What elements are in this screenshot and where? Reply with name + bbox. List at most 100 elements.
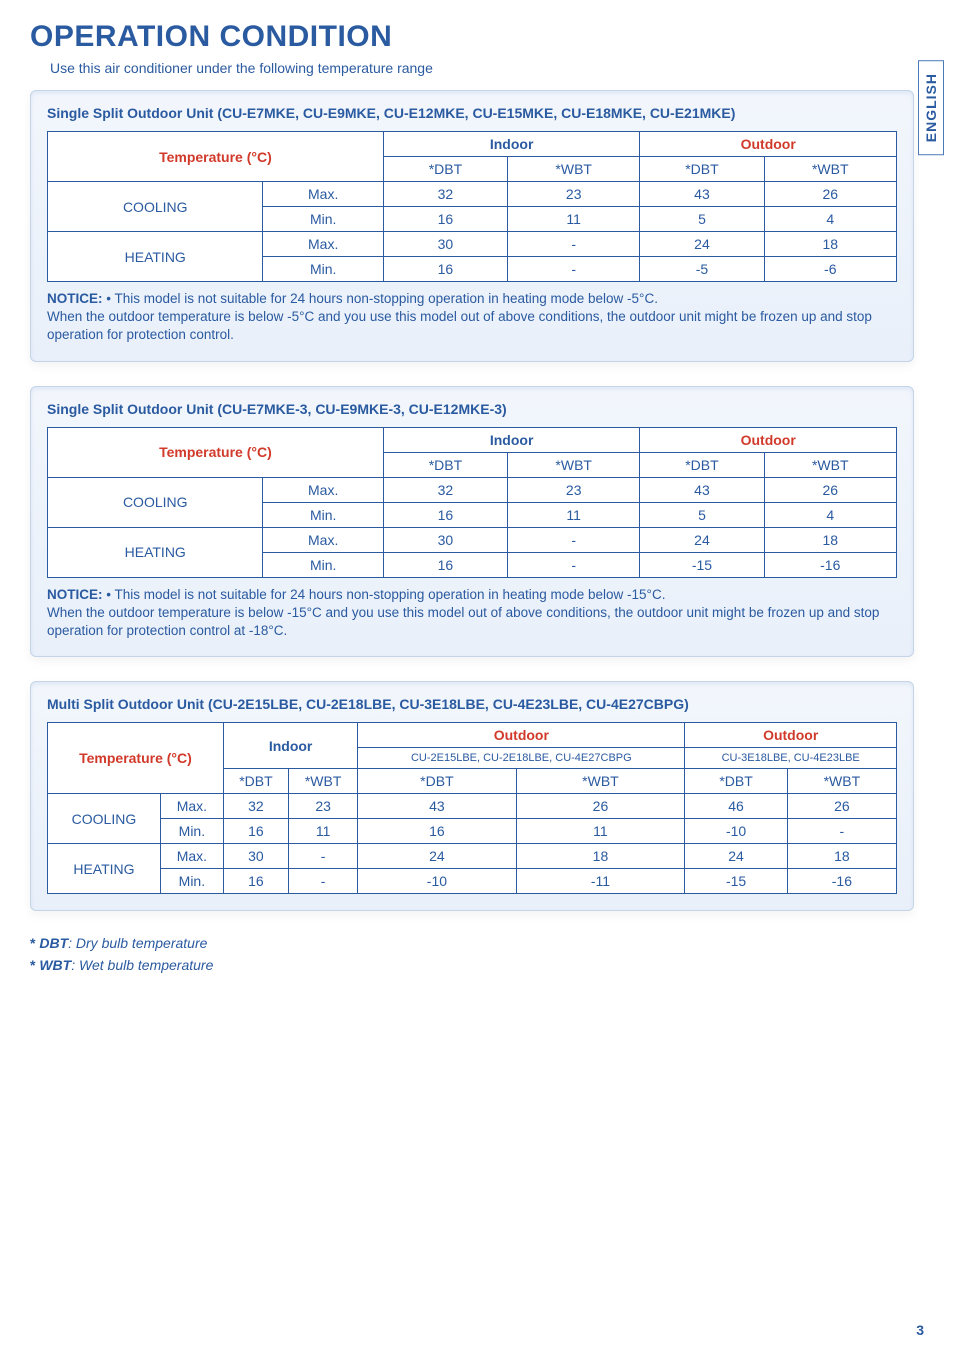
- cell: 30: [383, 232, 507, 257]
- row-min: Min.: [160, 819, 223, 844]
- row-min: Min.: [263, 552, 383, 577]
- cell: -16: [764, 552, 896, 577]
- row-max: Max.: [263, 182, 383, 207]
- notice-label: NOTICE:: [47, 291, 103, 306]
- cell: 30: [223, 844, 288, 869]
- cell: 16: [383, 207, 507, 232]
- cell: 4: [764, 207, 896, 232]
- row-max: Max.: [263, 477, 383, 502]
- mode-heating: HEATING: [48, 844, 161, 894]
- cell: -15: [640, 552, 764, 577]
- cell: 11: [516, 819, 685, 844]
- outdoor-sub-1: CU-2E15LBE, CU-2E18LBE, CU-4E27CBPG: [358, 748, 685, 769]
- cell: -: [288, 869, 357, 894]
- notice-1: NOTICE: • This model is not suitable for…: [47, 290, 897, 345]
- col-wbt: *WBT: [288, 769, 357, 794]
- col-indoor: Indoor: [383, 427, 640, 452]
- cell: 26: [764, 477, 896, 502]
- mode-cooling: COOLING: [48, 794, 161, 844]
- cell: -6: [764, 257, 896, 282]
- col-dbt: *DBT: [685, 769, 787, 794]
- cell: -: [787, 819, 896, 844]
- row-min: Min.: [263, 502, 383, 527]
- language-tab: ENGLISH: [918, 60, 944, 155]
- col-wbt: *WBT: [764, 157, 896, 182]
- cell: 4: [764, 502, 896, 527]
- cell: 16: [358, 819, 516, 844]
- cell: -16: [787, 869, 896, 894]
- section-multi-split: Multi Split Outdoor Unit (CU-2E15LBE, CU…: [30, 681, 914, 911]
- cell: -5: [640, 257, 764, 282]
- cell: 26: [764, 182, 896, 207]
- section-single-split-2: Single Split Outdoor Unit (CU-E7MKE-3, C…: [30, 386, 914, 658]
- row-max: Max.: [263, 527, 383, 552]
- section-single-split-1: Single Split Outdoor Unit (CU-E7MKE, CU-…: [30, 90, 914, 362]
- mode-cooling: COOLING: [48, 182, 263, 232]
- cell: -: [507, 527, 639, 552]
- col-wbt: *WBT: [507, 157, 639, 182]
- table-multi-split: Temperature (°C) Indoor Outdoor Outdoor …: [47, 722, 897, 894]
- col-outdoor: Outdoor: [640, 427, 897, 452]
- cell: 32: [383, 182, 507, 207]
- col-indoor: Indoor: [223, 723, 357, 769]
- col-wbt: *WBT: [764, 452, 896, 477]
- cell: 11: [507, 502, 639, 527]
- cell: 16: [223, 819, 288, 844]
- cell: 26: [516, 794, 685, 819]
- cell: 11: [288, 819, 357, 844]
- row-min: Min.: [263, 207, 383, 232]
- col-dbt: *DBT: [640, 452, 764, 477]
- cell: 5: [640, 207, 764, 232]
- row-max: Max.: [160, 844, 223, 869]
- col-temp: Temperature (°C): [48, 427, 384, 477]
- section3-title: Multi Split Outdoor Unit (CU-2E15LBE, CU…: [47, 696, 897, 712]
- legend-dbt: * DBT: Dry bulb temperature: [30, 935, 914, 951]
- row-min: Min.: [263, 257, 383, 282]
- cell: 16: [383, 257, 507, 282]
- dbt-text: : Dry bulb temperature: [68, 935, 207, 951]
- col-outdoor: Outdoor: [640, 132, 897, 157]
- row-max: Max.: [160, 794, 223, 819]
- cell: 23: [507, 182, 639, 207]
- cell: 16: [223, 869, 288, 894]
- cell: -: [507, 257, 639, 282]
- table-single-split-2: Temperature (°C) Indoor Outdoor *DBT *WB…: [47, 427, 897, 578]
- section1-title: Single Split Outdoor Unit (CU-E7MKE, CU-…: [47, 105, 897, 121]
- wbt-star: *: [30, 957, 35, 973]
- cell: 32: [223, 794, 288, 819]
- legend-wbt: * WBT: Wet bulb temperature: [30, 957, 914, 973]
- cell: 24: [640, 232, 764, 257]
- outdoor-sub-2: CU-3E18LBE, CU-4E23LBE: [685, 748, 897, 769]
- section2-title: Single Split Outdoor Unit (CU-E7MKE-3, C…: [47, 401, 897, 417]
- page-title: OPERATION CONDITION: [30, 20, 914, 54]
- col-dbt: *DBT: [383, 157, 507, 182]
- cell: 23: [507, 477, 639, 502]
- cell: -11: [516, 869, 685, 894]
- dbt-term: DBT: [39, 935, 68, 951]
- notice-text: • This model is not suitable for 24 hour…: [47, 291, 872, 342]
- cell: 24: [358, 844, 516, 869]
- cell: -: [288, 844, 357, 869]
- cell: -15: [685, 869, 787, 894]
- cell: 24: [640, 527, 764, 552]
- col-wbt: *WBT: [787, 769, 896, 794]
- mode-heating: HEATING: [48, 527, 263, 577]
- mode-cooling: COOLING: [48, 477, 263, 527]
- cell: 18: [764, 527, 896, 552]
- col-dbt: *DBT: [223, 769, 288, 794]
- col-temp: Temperature (°C): [48, 723, 224, 794]
- wbt-text: : Wet bulb temperature: [71, 957, 213, 973]
- cell: 18: [516, 844, 685, 869]
- cell: 5: [640, 502, 764, 527]
- cell: -10: [358, 869, 516, 894]
- notice-label: NOTICE:: [47, 587, 103, 602]
- row-max: Max.: [263, 232, 383, 257]
- col-wbt: *WBT: [507, 452, 639, 477]
- dbt-star: *: [30, 935, 35, 951]
- cell: 16: [383, 502, 507, 527]
- mode-heating: HEATING: [48, 232, 263, 282]
- col-dbt: *DBT: [383, 452, 507, 477]
- cell: 43: [640, 477, 764, 502]
- cell: 23: [288, 794, 357, 819]
- cell: -10: [685, 819, 787, 844]
